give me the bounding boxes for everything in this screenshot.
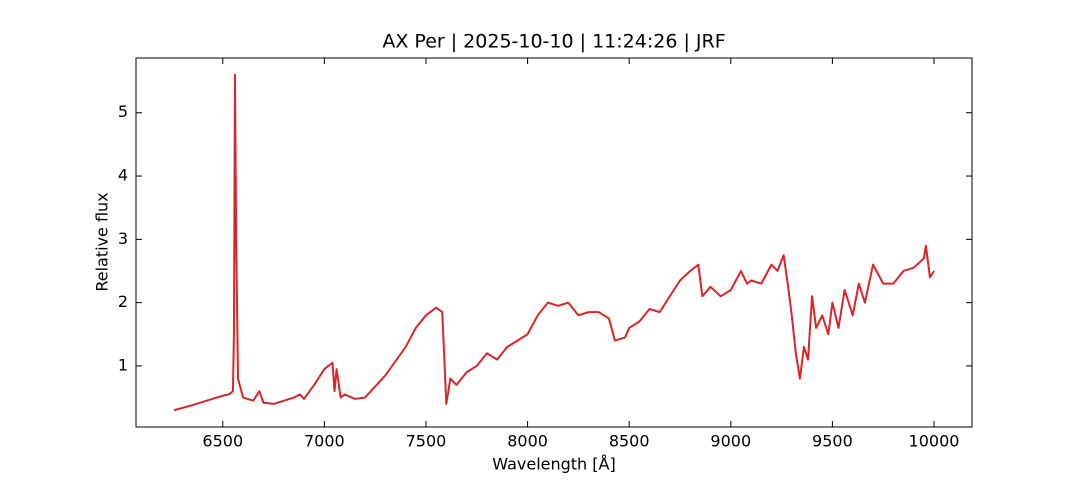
x-axis-label: Wavelength [Å]	[492, 455, 615, 474]
plot-frame	[135, 57, 973, 428]
y-tick-label: 1	[118, 355, 128, 374]
x-tick-label: 8500	[609, 432, 650, 451]
y-tick-label: 5	[118, 102, 128, 121]
x-tick-label: 9500	[812, 432, 853, 451]
x-tick-label: 7500	[406, 432, 447, 451]
x-tick-label: 7000	[304, 432, 345, 451]
x-tick-label: 8000	[507, 432, 548, 451]
chart-title: AX Per | 2025-10-10 | 11:24:26 | JRF	[382, 31, 725, 53]
y-tick-label: 3	[118, 229, 128, 248]
y-tick-label: 4	[118, 166, 128, 185]
x-tick-label: 6500	[202, 432, 243, 451]
x-tick-label: 10000	[909, 432, 960, 451]
spectrum-line	[173, 73, 935, 412]
y-axis-label: Relative flux	[93, 192, 112, 291]
x-tick-label: 9000	[710, 432, 751, 451]
y-tick-label: 2	[118, 292, 128, 311]
